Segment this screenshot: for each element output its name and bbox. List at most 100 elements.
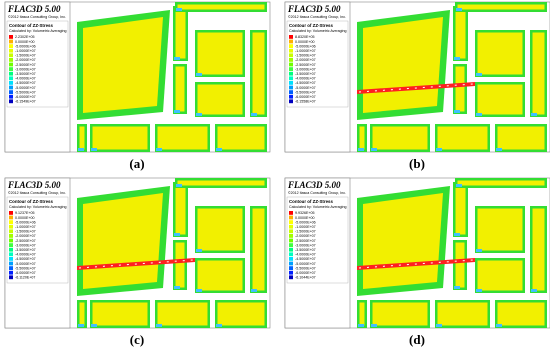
legend-label: -6.1120E+07	[15, 276, 35, 280]
legend-label: -2.5000E+07	[295, 63, 316, 67]
legend-label: -4.5000E+07	[295, 257, 316, 261]
legend-swatch	[9, 44, 13, 48]
legend-label: -4.5000E+07	[15, 257, 36, 261]
legend-label: -1.0000E+07	[295, 225, 316, 229]
rock-block-core	[175, 8, 186, 59]
legend-label: -3.0000E+07	[295, 243, 316, 247]
legend-swatch	[9, 53, 13, 58]
legend-label: -4.0000E+07	[15, 253, 36, 257]
software-title: FLAC3D 5.00	[287, 180, 341, 190]
legend-label: -5.0000E+06	[295, 220, 316, 224]
legend-swatch	[9, 247, 13, 252]
rock-block-core	[252, 208, 265, 291]
stress-zone	[358, 148, 364, 151]
legend-label: -6.0000E+07	[15, 271, 36, 275]
legend-label: -5.0000E+06	[15, 220, 36, 224]
legend-label: 8.8320E+05	[295, 35, 315, 39]
legend-label: -6.1549E+07	[15, 100, 36, 104]
legend-label: -5.5000E+07	[295, 90, 316, 94]
legend-label: -1.5000E+07	[15, 54, 36, 58]
legend-box	[284, 1, 351, 153]
legend-swatch	[9, 266, 13, 270]
legend-label: -1.0000E+07	[295, 49, 316, 53]
legend-label: -5.5000E+07	[15, 90, 36, 94]
legend-swatch	[9, 275, 13, 280]
legend-swatch	[289, 261, 293, 266]
legend-label: -1.5000E+07	[295, 54, 316, 58]
stress-zone	[496, 324, 502, 327]
legend-swatch	[289, 85, 293, 90]
rock-block-core	[177, 180, 265, 186]
rock-block-core	[372, 126, 428, 150]
excavation-dash	[78, 259, 194, 269]
stress-zone	[476, 113, 482, 116]
legend-label: -4.0000E+07	[15, 77, 36, 81]
legend-swatch	[289, 62, 293, 67]
legend-swatch	[289, 238, 293, 243]
stress-zone	[216, 324, 222, 327]
rock-block-core	[83, 17, 163, 113]
legend-label: -2.0000E+07	[15, 58, 36, 62]
legend-label: -3.0000E+07	[15, 67, 36, 71]
stress-zone	[476, 289, 482, 292]
legend-label: -5.5000E+07	[295, 266, 316, 270]
legend-swatch	[289, 81, 293, 85]
legend-swatch	[289, 35, 293, 39]
legend-swatch	[9, 211, 13, 215]
legend-swatch	[9, 215, 13, 220]
stress-zone	[174, 233, 180, 236]
rock-block-core	[455, 242, 465, 288]
stress-zone	[371, 148, 377, 151]
rock-block-core	[197, 32, 243, 75]
rock-block-core	[177, 4, 265, 10]
legend-label: -6.0000E+07	[15, 95, 36, 99]
legend-swatch	[9, 67, 13, 71]
panel: FLAC3D 5.00©2012 Itasca Consulting Group…	[284, 177, 550, 347]
legend-label: -2.5000E+07	[15, 63, 36, 67]
stress-zone	[531, 113, 537, 116]
legend-swatch	[9, 90, 13, 94]
legend-label: 0.0000E+00	[295, 216, 315, 220]
stress-zone	[174, 286, 180, 289]
rock-block-core	[92, 302, 148, 326]
legend-label: -5.0000E+07	[15, 262, 36, 266]
excavation-dash	[358, 259, 474, 269]
stress-zone	[174, 57, 180, 60]
calculation: Calculated by: Volumetric Averaging	[289, 29, 346, 33]
legend-swatch	[9, 224, 13, 229]
legend-label: -5.5000E+07	[15, 266, 36, 270]
legend-swatch	[289, 76, 293, 81]
contour-title: Contour of ZZ-Stress	[289, 23, 333, 28]
stress-zone	[251, 289, 257, 292]
legend-swatch	[289, 224, 293, 229]
calculation: Calculated by: Volumetric Averaging	[9, 205, 66, 209]
contour-title: Contour of ZZ-Stress	[9, 23, 53, 28]
rock-block-core	[497, 126, 545, 150]
legend-label: 0.0000E+00	[15, 216, 35, 220]
legend-label: -3.5000E+07	[295, 72, 316, 76]
legend-label: -3.0000E+07	[295, 67, 316, 71]
rock-block-core	[197, 84, 243, 115]
legend-label: -4.0000E+07	[295, 253, 316, 257]
rock-block-core	[157, 126, 208, 150]
legend-label: -2.5000E+07	[15, 239, 36, 243]
panel-caption: (c)	[130, 332, 144, 347]
legend-swatch	[289, 211, 293, 215]
rock-block-core	[532, 208, 545, 291]
rock-block-core	[455, 184, 466, 235]
legend-label: -2.5000E+07	[295, 239, 316, 243]
legend-swatch	[289, 215, 293, 220]
legend-swatch	[289, 48, 293, 53]
legend-label: -1.5000E+07	[15, 230, 36, 234]
legend-label: -1.0000E+07	[15, 49, 36, 53]
stress-zone	[196, 249, 202, 252]
legend-swatch	[289, 71, 293, 76]
legend-label: -6.0000E+07	[295, 271, 316, 275]
rock-block-core	[92, 126, 148, 150]
stress-zone	[91, 324, 97, 327]
legend-swatch	[289, 90, 293, 94]
software-title: FLAC3D 5.00	[7, 4, 61, 14]
rock-block-core	[252, 32, 265, 115]
rock-block-core	[359, 126, 365, 150]
